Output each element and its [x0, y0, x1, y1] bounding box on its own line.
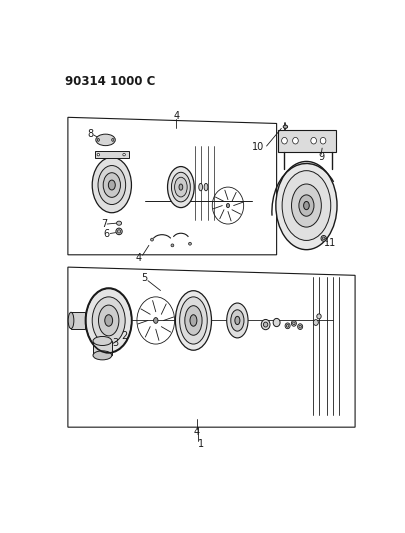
- Ellipse shape: [117, 230, 121, 233]
- Ellipse shape: [93, 336, 112, 345]
- Ellipse shape: [109, 180, 115, 190]
- Ellipse shape: [96, 134, 115, 146]
- Ellipse shape: [153, 318, 158, 324]
- Ellipse shape: [285, 323, 290, 329]
- Ellipse shape: [317, 314, 321, 319]
- Text: 1: 1: [198, 439, 205, 449]
- Ellipse shape: [175, 177, 187, 197]
- Ellipse shape: [226, 204, 230, 207]
- Ellipse shape: [263, 322, 268, 327]
- Ellipse shape: [299, 195, 314, 216]
- Ellipse shape: [273, 318, 280, 327]
- Ellipse shape: [231, 310, 244, 331]
- Ellipse shape: [199, 183, 202, 191]
- Ellipse shape: [261, 319, 270, 330]
- Text: 90314 1000 C: 90314 1000 C: [65, 76, 155, 88]
- Ellipse shape: [116, 228, 122, 235]
- Ellipse shape: [320, 138, 326, 144]
- Ellipse shape: [189, 243, 192, 245]
- Ellipse shape: [180, 297, 207, 344]
- Text: 10: 10: [252, 142, 264, 152]
- Ellipse shape: [86, 289, 132, 352]
- Text: 4: 4: [194, 427, 200, 437]
- Text: 5: 5: [142, 273, 148, 283]
- Ellipse shape: [298, 324, 303, 329]
- Ellipse shape: [235, 317, 240, 325]
- Ellipse shape: [97, 139, 100, 141]
- Ellipse shape: [291, 320, 296, 326]
- Ellipse shape: [293, 322, 295, 325]
- Ellipse shape: [281, 138, 287, 144]
- Ellipse shape: [282, 171, 331, 240]
- Ellipse shape: [97, 154, 100, 156]
- Ellipse shape: [98, 305, 119, 336]
- Text: 8: 8: [87, 129, 94, 139]
- Ellipse shape: [322, 237, 325, 240]
- Ellipse shape: [204, 183, 208, 191]
- Text: 9: 9: [318, 152, 324, 162]
- Ellipse shape: [190, 314, 197, 326]
- Ellipse shape: [168, 166, 194, 208]
- Text: 7: 7: [101, 219, 107, 229]
- Ellipse shape: [93, 351, 112, 360]
- Text: 4: 4: [135, 253, 142, 263]
- Ellipse shape: [171, 244, 174, 247]
- Ellipse shape: [92, 297, 125, 344]
- Ellipse shape: [151, 238, 153, 241]
- Text: 3: 3: [112, 338, 118, 348]
- Ellipse shape: [292, 184, 321, 227]
- Ellipse shape: [299, 325, 301, 328]
- Ellipse shape: [311, 138, 316, 144]
- Text: 2: 2: [121, 332, 128, 342]
- Ellipse shape: [175, 290, 211, 350]
- Ellipse shape: [313, 320, 318, 325]
- Ellipse shape: [293, 138, 298, 144]
- Ellipse shape: [117, 221, 121, 225]
- Text: 6: 6: [104, 229, 110, 239]
- Ellipse shape: [103, 173, 120, 197]
- Ellipse shape: [123, 154, 125, 156]
- Ellipse shape: [179, 184, 183, 190]
- Bar: [278, 130, 336, 152]
- Polygon shape: [93, 341, 112, 356]
- Text: 11: 11: [324, 238, 336, 248]
- Ellipse shape: [283, 125, 288, 128]
- Ellipse shape: [185, 306, 202, 335]
- Text: 4: 4: [173, 111, 179, 122]
- Ellipse shape: [98, 166, 126, 205]
- Ellipse shape: [105, 314, 113, 326]
- Ellipse shape: [112, 139, 114, 141]
- Ellipse shape: [286, 325, 289, 327]
- Ellipse shape: [321, 236, 326, 241]
- Ellipse shape: [227, 303, 248, 338]
- Ellipse shape: [68, 312, 74, 329]
- Ellipse shape: [171, 172, 190, 202]
- Bar: [94, 151, 129, 158]
- Polygon shape: [71, 312, 85, 329]
- Ellipse shape: [276, 161, 337, 249]
- Ellipse shape: [92, 157, 132, 213]
- Ellipse shape: [304, 201, 309, 209]
